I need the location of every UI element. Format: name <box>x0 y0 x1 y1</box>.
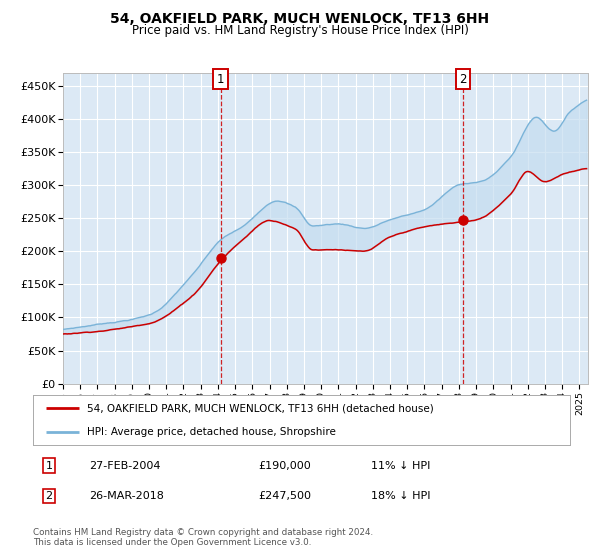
Text: £247,500: £247,500 <box>259 491 311 501</box>
Text: 1: 1 <box>46 460 53 470</box>
Text: 26-MAR-2018: 26-MAR-2018 <box>89 491 164 501</box>
Text: Price paid vs. HM Land Registry's House Price Index (HPI): Price paid vs. HM Land Registry's House … <box>131 24 469 37</box>
Text: HPI: Average price, detached house, Shropshire: HPI: Average price, detached house, Shro… <box>87 427 335 437</box>
Text: 2: 2 <box>46 491 53 501</box>
Text: 54, OAKFIELD PARK, MUCH WENLOCK, TF13 6HH: 54, OAKFIELD PARK, MUCH WENLOCK, TF13 6H… <box>110 12 490 26</box>
Text: £190,000: £190,000 <box>259 460 311 470</box>
Text: Contains HM Land Registry data © Crown copyright and database right 2024.
This d: Contains HM Land Registry data © Crown c… <box>33 528 373 547</box>
Text: 2: 2 <box>459 73 467 86</box>
Text: 54, OAKFIELD PARK, MUCH WENLOCK, TF13 6HH (detached house): 54, OAKFIELD PARK, MUCH WENLOCK, TF13 6H… <box>87 403 433 413</box>
Text: 1: 1 <box>217 73 224 86</box>
Text: 27-FEB-2004: 27-FEB-2004 <box>89 460 161 470</box>
Text: 11% ↓ HPI: 11% ↓ HPI <box>371 460 431 470</box>
Text: 18% ↓ HPI: 18% ↓ HPI <box>371 491 431 501</box>
